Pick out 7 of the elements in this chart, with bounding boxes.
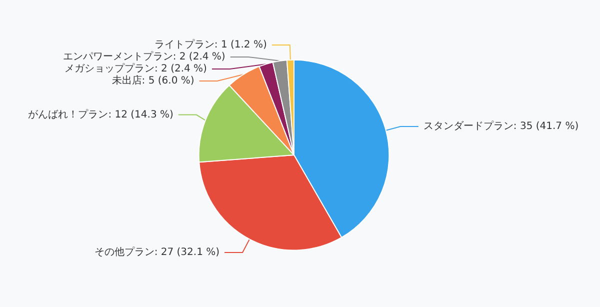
slice-label: その他プラン: 27 (32.1 %) [94, 246, 220, 258]
slice-label: ライトプラン: 1 (1.2 %) [154, 38, 267, 50]
slice-label: スタンダードプラン: 35 (41.7 %) [423, 120, 579, 132]
slice-label: エンパワーメントプラン: 2 (2.4 %) [62, 50, 226, 62]
slice-label: 未出店: 5 (6.0 %) [112, 74, 194, 86]
slice-label: メガショッププラン: 2 (2.4 %) [64, 62, 208, 74]
slice-label: がんばれ！プラン: 12 (14.3 %) [28, 108, 174, 120]
